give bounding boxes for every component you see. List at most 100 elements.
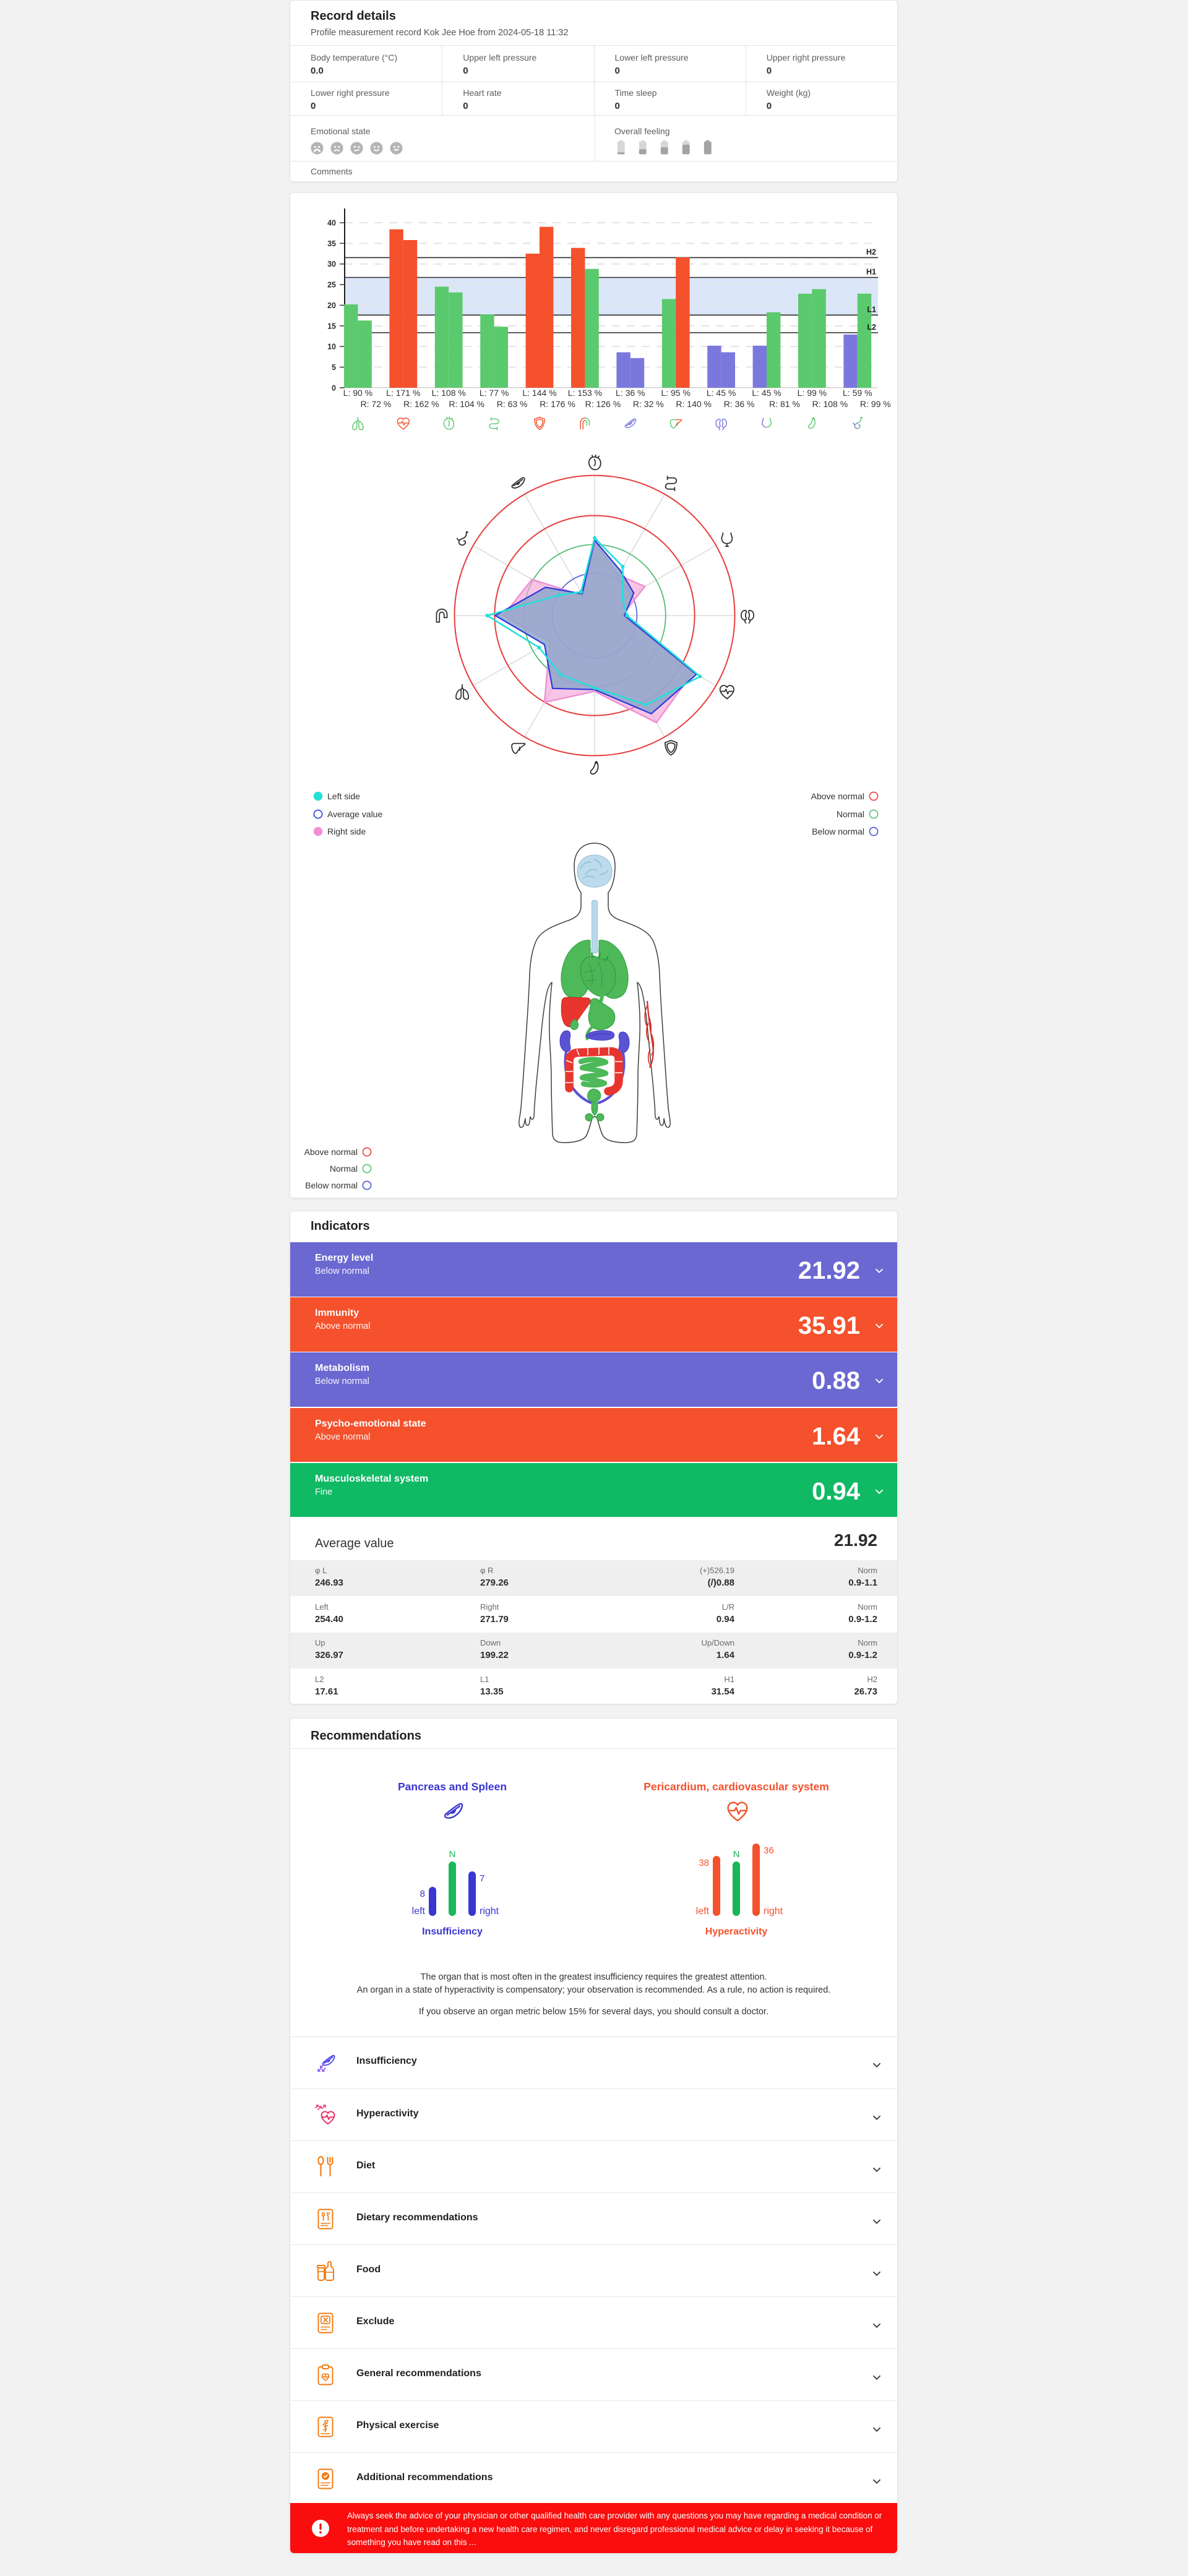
chevron-down-icon[interactable] xyxy=(872,2323,881,2329)
indicators-card: Indicators Energy level Below normal 21.92… xyxy=(290,1211,898,1704)
record-field-label: Heart rate xyxy=(463,88,502,98)
indicator-immunity[interactable]: Immunity Above normal 35.91 xyxy=(290,1297,897,1352)
average-value: 21.92 xyxy=(833,1531,877,1550)
accordion-chevron[interactable] xyxy=(872,2113,881,2124)
chevron-down-icon[interactable] xyxy=(875,1323,884,1329)
indicator-name: Psycho-emotional state xyxy=(315,1418,426,1429)
bar-label-left-pct: L: 45 % xyxy=(707,388,736,398)
bar-cardiovascular-right xyxy=(403,240,418,388)
accordion-item-food[interactable]: Food xyxy=(290,2244,897,2296)
chevron-down-icon[interactable] xyxy=(875,1489,884,1495)
diet-icon-wrap xyxy=(313,2155,338,2183)
stats-label: Norm xyxy=(858,1638,877,1647)
emotion-happy-icon xyxy=(390,142,403,158)
stats-cell-h2: H2 26.73 xyxy=(854,1675,877,1697)
bar-label-left-pct: L: 90 % xyxy=(343,388,372,398)
legend-ring-icon xyxy=(313,809,323,818)
stats-cell-h1: H1 31.54 xyxy=(711,1675,734,1697)
diet-icon xyxy=(317,2156,334,2177)
chevron-down-icon[interactable] xyxy=(875,1268,884,1274)
record-field-lower-left-pressure: Lower left pressure 0 xyxy=(593,45,746,82)
indicator-value: 21.92 xyxy=(798,1257,860,1284)
stats-value: 13.35 xyxy=(480,1686,504,1697)
chevron-down-icon[interactable] xyxy=(875,1378,884,1384)
accordion-item-exclude[interactable]: Exclude xyxy=(290,2296,897,2348)
accordion-item-insufficiency[interactable]: Insufficiency xyxy=(290,2037,897,2089)
legend-label: Left side xyxy=(327,791,360,801)
chevron-down-icon[interactable] xyxy=(872,2427,881,2432)
chevron-down-icon[interactable] xyxy=(872,2063,881,2068)
indicator-value: 35.91 xyxy=(798,1312,860,1340)
accordion-chevron[interactable] xyxy=(872,2165,881,2176)
accordion-chevron[interactable] xyxy=(872,2372,881,2384)
indicator-expand-button[interactable] xyxy=(875,1321,884,1332)
accordion-chevron[interactable] xyxy=(872,2476,881,2488)
legend-label: Above normal xyxy=(304,1147,358,1157)
accordion-item-general-recommendations[interactable]: General recommendations xyxy=(290,2348,897,2400)
legend-label: Normal xyxy=(329,1164,358,1174)
record-field-label: Weight (kg) xyxy=(766,88,811,98)
chevron-down-icon[interactable] xyxy=(872,2479,881,2484)
stats-cell-norm: Norm 0.9-1.2 xyxy=(848,1638,877,1660)
bar-heart-left xyxy=(434,286,449,388)
bar-label-right-pct: R: 63 % xyxy=(497,399,528,409)
exercise-icon-wrap xyxy=(313,2415,338,2442)
accordion-chevron[interactable] xyxy=(872,2269,881,2280)
stats-label: (+)526.19 xyxy=(699,1566,734,1575)
chevron-down-icon[interactable] xyxy=(872,2167,881,2173)
indicator-expand-button[interactable] xyxy=(875,1266,884,1277)
bar-immune-left xyxy=(525,254,540,388)
chevron-down-icon[interactable] xyxy=(875,1434,884,1440)
bar-label-right-pct: R: 162 % xyxy=(403,399,439,409)
accordion-chevron[interactable] xyxy=(872,2217,881,2228)
indicator-expand-button[interactable] xyxy=(875,1376,884,1387)
record-field-value: 0 xyxy=(614,101,620,111)
mini-bar-N xyxy=(733,1861,740,1916)
chevron-down-icon[interactable] xyxy=(872,2271,881,2277)
mini-left-label: left xyxy=(412,1906,426,1917)
stats-value: 246.93 xyxy=(315,1578,343,1588)
stats-cell--526-19: (+)526.19 (/)0.88 xyxy=(700,1566,734,1588)
legend-label: Normal xyxy=(836,809,864,819)
indicator-psycho-emotional-state[interactable]: Psycho-emotional state Above normal 1.64 xyxy=(290,1407,897,1462)
bar-label-right-pct: R: 36 % xyxy=(724,399,755,409)
liver-icon xyxy=(511,742,526,754)
stats-value: 254.40 xyxy=(315,1613,343,1625)
indicator-expand-button[interactable] xyxy=(875,1432,884,1443)
legend-ring-icon xyxy=(869,809,879,818)
bar-heart-right xyxy=(449,292,463,388)
accordion-chevron[interactable] xyxy=(872,2424,881,2436)
stats-label: Up xyxy=(315,1638,325,1647)
record-field-label: Lower left pressure xyxy=(614,53,689,62)
comments-label: Comments xyxy=(311,166,353,176)
accordion-item-dietary-recommendations[interactable]: Dietary recommendations xyxy=(290,2192,897,2244)
accordion-item-diet[interactable]: Diet xyxy=(290,2140,897,2192)
cardiovascular-icon xyxy=(719,685,734,700)
accordion-item-physical-exercise[interactable]: Physical exercise xyxy=(290,2400,897,2452)
y-tick-label: 5 xyxy=(332,363,336,372)
record-field-label: Body temperature (°C) xyxy=(311,53,398,62)
mini-bar-N xyxy=(449,1861,456,1916)
mini-chart: 38 N 36 left right xyxy=(594,1824,879,1926)
stats-label: Up/Down xyxy=(701,1638,734,1647)
stats-label: L2 xyxy=(315,1674,324,1684)
indicator-energy-level[interactable]: Energy level Below normal 21.92 xyxy=(290,1242,897,1297)
accordion-item-additional-recommendations[interactable]: Additional recommendations xyxy=(290,2452,897,2504)
record-field-value: 0 xyxy=(766,101,772,111)
indicator-musculoskeletal-system[interactable]: Musculoskeletal system Fine 0.94 xyxy=(290,1462,897,1518)
accordion-item-hyperactivity[interactable]: Hyperactivity xyxy=(290,2089,897,2140)
pancreas-icon xyxy=(511,477,525,489)
indicator-metabolism[interactable]: Metabolism Below normal 0.88 xyxy=(290,1352,897,1407)
accordion-chevron[interactable] xyxy=(872,2321,881,2332)
emotion-neutral-icon xyxy=(350,142,363,158)
chevron-down-icon[interactable] xyxy=(872,2219,881,2225)
chevron-down-icon[interactable] xyxy=(872,2115,881,2121)
record-field-value: 0 xyxy=(311,101,316,111)
mini-chart-caption: Insufficiency xyxy=(422,1926,483,1937)
recommendations-card: Recommendations Pancreas and Spleen 8 N 7 le… xyxy=(290,1718,898,2554)
accordion-chevron[interactable] xyxy=(872,2060,881,2071)
legend-item-normal: Normal xyxy=(837,809,879,819)
chevron-down-icon[interactable] xyxy=(872,2375,881,2381)
kidneys-icon xyxy=(740,609,754,624)
indicator-expand-button[interactable] xyxy=(875,1487,884,1498)
